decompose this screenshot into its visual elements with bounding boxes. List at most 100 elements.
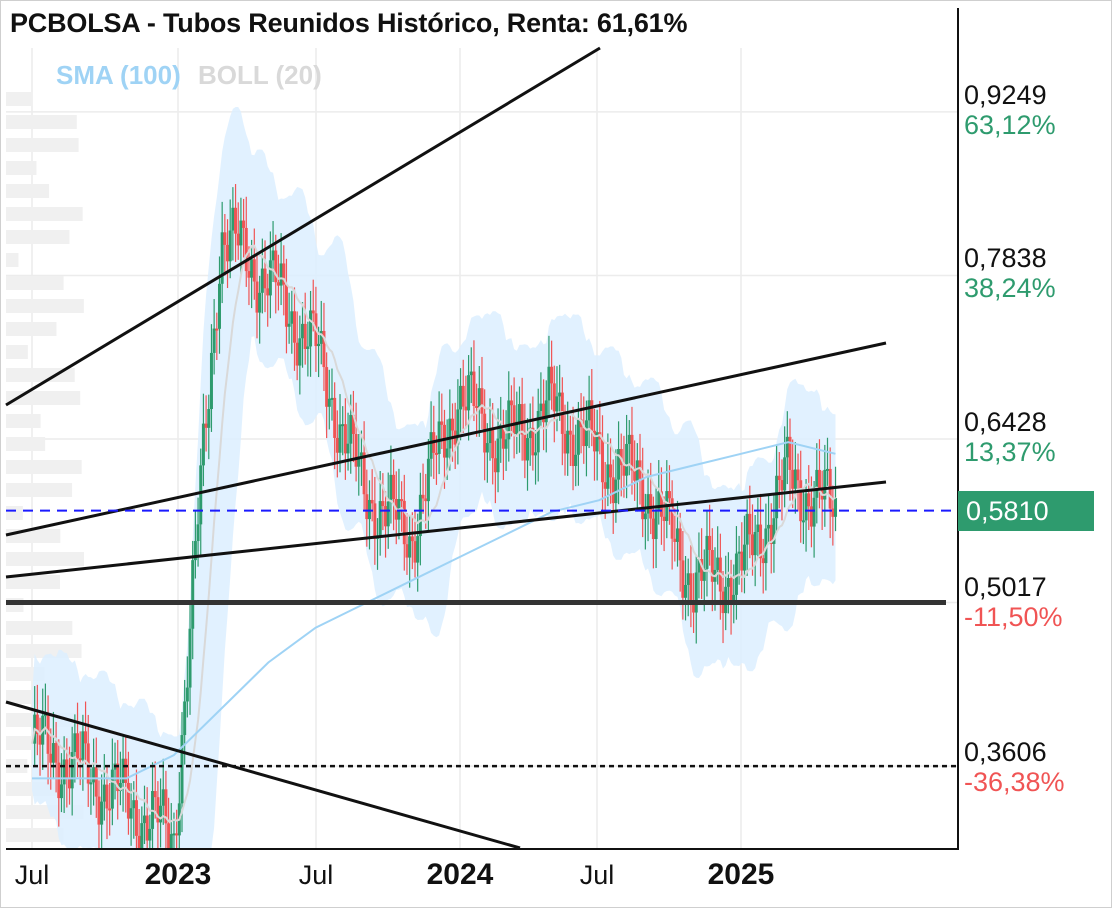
- candle-body: [330, 397, 334, 400]
- candle-body: [574, 454, 578, 467]
- candle-body: [641, 478, 645, 520]
- candle-body: [140, 823, 144, 848]
- candle-body: [507, 400, 511, 440]
- candle-body: [325, 367, 329, 407]
- candle-body: [207, 409, 211, 428]
- candle-body: [646, 494, 650, 514]
- candle-body: [405, 544, 409, 558]
- volume-profile-bar: [6, 230, 70, 244]
- candle-body: [51, 743, 55, 763]
- candle-body: [156, 797, 160, 823]
- volume-profile-bar: [6, 460, 82, 474]
- candle-body: [418, 494, 422, 537]
- candle-body: [801, 520, 805, 523]
- candle-body: [745, 513, 749, 545]
- candle-body: [501, 424, 505, 449]
- candle-body: [118, 782, 122, 792]
- candle-body: [167, 823, 171, 848]
- candle-body: [552, 383, 556, 412]
- candle-body: [542, 403, 546, 423]
- candle-body: [84, 731, 88, 744]
- candle-body: [199, 465, 203, 525]
- candle-body: [279, 263, 283, 286]
- candle-body: [220, 232, 224, 284]
- candle-body: [477, 388, 481, 408]
- candle-body: [493, 458, 497, 473]
- candle-body: [654, 509, 658, 540]
- candle-body: [643, 513, 647, 520]
- candle-body: [384, 506, 388, 527]
- candle-body: [579, 419, 583, 428]
- candle-body: [333, 397, 337, 438]
- candle-body: [126, 782, 130, 819]
- candle-body: [592, 430, 596, 452]
- candle-body: [769, 524, 773, 544]
- candle-body: [284, 284, 288, 327]
- level-change: -36,38%: [964, 767, 1065, 797]
- volume-profile-bar: [6, 184, 50, 198]
- volume-profile-bar: [6, 161, 37, 175]
- candle-body: [445, 448, 449, 458]
- candle-body: [367, 499, 371, 520]
- candle-body: [373, 503, 377, 539]
- level-price: 0,7838: [964, 243, 1047, 273]
- level-price: 0,3606: [964, 737, 1047, 767]
- volume-profile-bar: [6, 506, 23, 520]
- candle-body: [558, 392, 562, 397]
- candle-body: [834, 498, 838, 517]
- candle-body: [413, 541, 417, 563]
- candle-body: [442, 424, 446, 458]
- candle-body: [753, 531, 757, 556]
- candle-body: [748, 513, 752, 535]
- legend-boll[interactable]: BOLL (20): [197, 60, 322, 90]
- candle-body: [258, 292, 262, 313]
- candle-body: [319, 330, 323, 344]
- candle-body: [526, 438, 530, 461]
- candle-body: [132, 800, 136, 809]
- x-tick-label: Jul: [298, 860, 334, 890]
- candle-body: [54, 743, 58, 763]
- candle-body: [587, 400, 591, 421]
- candle-body: [172, 833, 176, 836]
- candle-body: [164, 789, 168, 824]
- candle-body: [684, 584, 688, 598]
- volume-profile-bar: [6, 828, 64, 842]
- candle-body: [124, 758, 128, 783]
- x-tick-label: Jul: [579, 860, 615, 890]
- candle-body: [359, 452, 363, 457]
- candle-body: [539, 403, 543, 411]
- volume-profile-bar: [6, 644, 82, 658]
- candle-body: [49, 753, 53, 763]
- volume-profile-bar: [6, 414, 41, 428]
- candle-body: [105, 784, 109, 809]
- candle-body: [483, 413, 487, 453]
- legend-sma[interactable]: SMA (100): [56, 60, 181, 90]
- candle-body: [611, 477, 615, 504]
- candle-body: [742, 544, 746, 571]
- volume-profile-bar: [6, 621, 73, 635]
- candle-body: [121, 758, 125, 783]
- candle-body: [421, 494, 425, 499]
- candle-body: [357, 456, 361, 467]
- level-price: 0,9249: [964, 80, 1047, 110]
- candle-body: [242, 220, 246, 228]
- candle-body: [568, 430, 572, 435]
- volume-profile-bar: [6, 92, 33, 106]
- candle-body: [226, 244, 230, 262]
- candle-body: [676, 528, 680, 542]
- candle-body: [175, 833, 179, 836]
- candle-body: [303, 323, 307, 349]
- candle-body: [469, 371, 473, 376]
- candle-body: [708, 535, 712, 550]
- candle-body: [590, 400, 594, 431]
- volume-profile-bar: [6, 207, 83, 221]
- candle-body: [201, 423, 205, 466]
- candle-body: [740, 551, 744, 571]
- candle-body: [461, 385, 465, 407]
- candle-body: [724, 586, 728, 614]
- candle-body: [657, 491, 661, 510]
- candle-body: [550, 366, 554, 384]
- trendline: [5, 46, 601, 407]
- candle-body: [169, 834, 173, 848]
- candle-body: [343, 424, 347, 454]
